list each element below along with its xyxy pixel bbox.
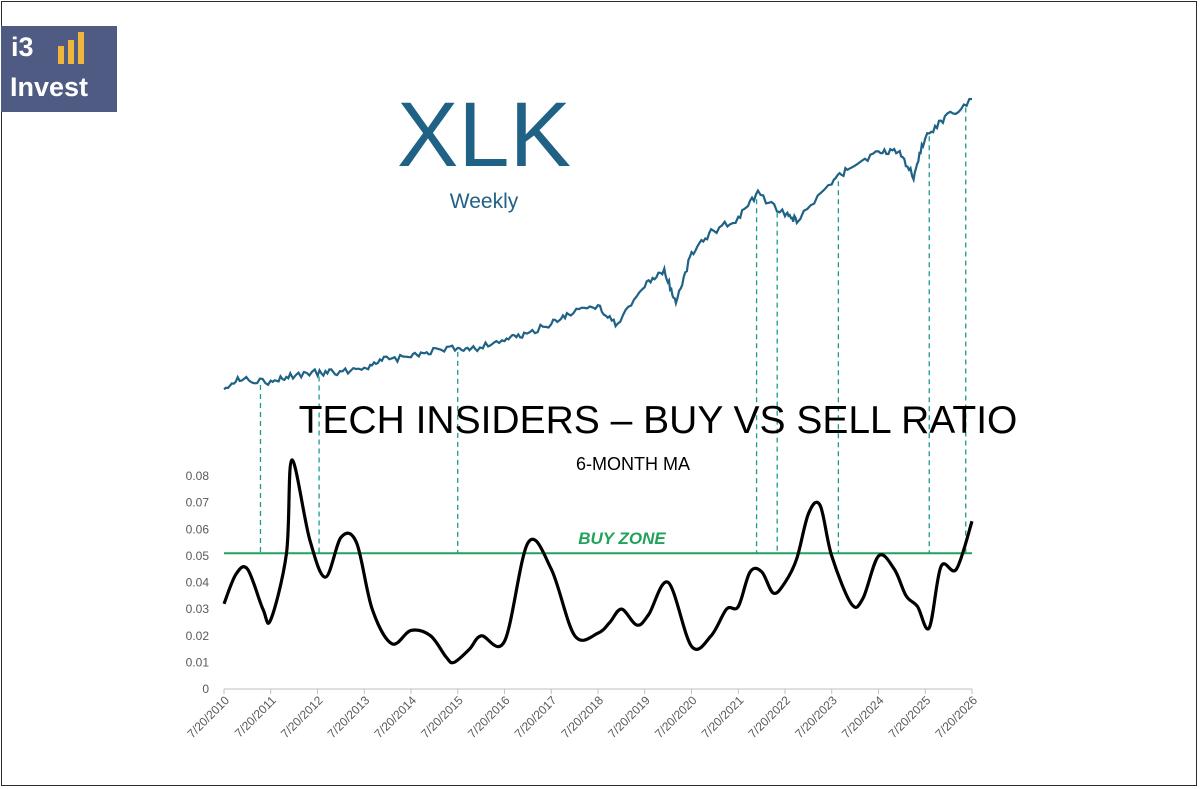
x-tick-label: 7/20/2018: [558, 693, 606, 741]
x-tick-label: 7/20/2012: [278, 693, 326, 741]
x-tick-label: 7/20/2025: [886, 693, 934, 741]
i3-invest-logo: i3 Invest: [1, 26, 117, 112]
y-tick-label: 0.07: [186, 496, 210, 510]
y-tick-label: 0.08: [186, 469, 210, 483]
xlk-title: XLK: [397, 84, 571, 186]
x-tick-label: 7/20/2015: [418, 693, 466, 741]
y-tick-label: 0.06: [186, 522, 210, 536]
y-tick-label: 0.02: [186, 629, 210, 643]
x-tick-label: 7/20/2010: [184, 693, 232, 741]
x-tick-label: 7/20/2021: [699, 693, 747, 741]
y-tick-label: 0: [202, 682, 209, 696]
signal-markers: [259, 107, 967, 554]
y-tick-label: 0.01: [186, 655, 210, 669]
x-tick-label: 7/20/2013: [325, 693, 373, 741]
x-tick-label: 7/20/2019: [605, 693, 653, 741]
x-tick-label: 7/20/2016: [465, 693, 513, 741]
x-tick-label: 7/20/2011: [232, 693, 279, 740]
y-tick-label: 0.03: [186, 602, 210, 616]
bars-icon: [58, 32, 84, 64]
xlk-subtitle: Weekly: [450, 190, 519, 213]
ratio-subtitle: 6-MONTH MA: [576, 454, 690, 474]
y-axis-ticks: 0 0.01 0.02 0.03 0.04 0.05 0.06 0.07 0.08: [186, 469, 210, 696]
ratio-line: [222, 458, 974, 665]
insider-ratio-chart: TECH INSIDERS – BUY VS SELL RATIO 6-MONT…: [184, 399, 1017, 741]
buy-zone-label: BUY ZONE: [578, 529, 666, 548]
x-tick-label: 7/20/2024: [839, 693, 887, 741]
ratio-title: TECH INSIDERS – BUY VS SELL RATIO: [299, 399, 1018, 442]
x-tick-label: 7/20/2022: [745, 693, 793, 741]
y-tick-label: 0.05: [186, 549, 210, 563]
xlk-price-line: [223, 97, 973, 391]
x-tick-label: 7/20/2014: [371, 693, 419, 741]
y-tick-label: 0.04: [186, 576, 210, 590]
x-tick-label: 7/20/2026: [932, 693, 980, 741]
xlk-price-chart: XLK Weekly: [223, 84, 973, 391]
x-tick-label: 7/20/2017: [512, 693, 560, 741]
logo-line1: i3: [11, 32, 34, 62]
x-tick-label: 7/20/2023: [792, 693, 840, 741]
logo-line2: Invest: [10, 72, 89, 102]
x-tick-label: 7/20/2020: [652, 693, 700, 741]
x-axis-ticks: 7/20/2010 7/20/2011 7/20/2012 7/20/2013 7/20…: [184, 689, 980, 741]
